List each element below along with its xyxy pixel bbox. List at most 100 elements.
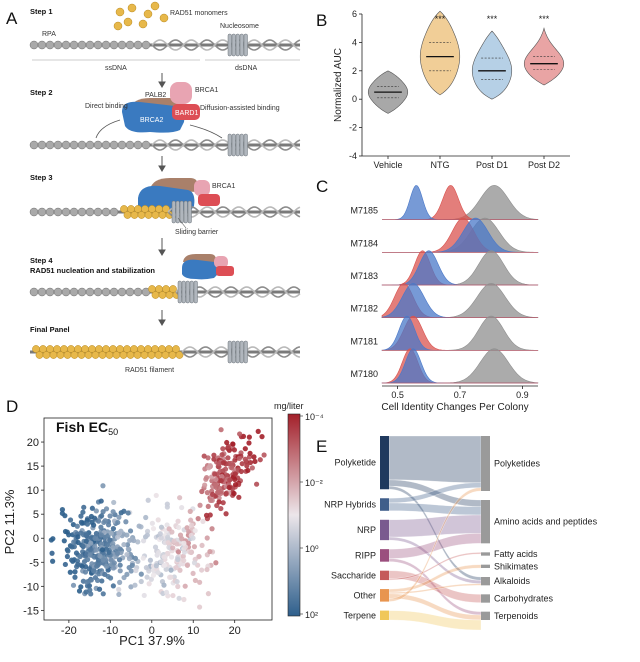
- scatter-point: [121, 508, 127, 514]
- scatter-point: [201, 453, 207, 459]
- sankey-left-label: NRP: [357, 525, 376, 535]
- scatter-point: [254, 481, 260, 487]
- nucleosome-disc: [181, 280, 186, 304]
- nucleosome-disc: [179, 200, 184, 224]
- scatter-point: [168, 554, 175, 560]
- scatter-point: [78, 584, 84, 590]
- scatter-point: [89, 519, 95, 525]
- colorbar-tick-label: 10²: [305, 610, 318, 620]
- scatter-point: [75, 561, 81, 568]
- scatter-point: [102, 571, 108, 577]
- scatter-point: [220, 446, 226, 452]
- rpa-bead: [93, 287, 103, 297]
- scatter-point: [93, 547, 100, 553]
- rad51-bead: [162, 205, 170, 213]
- final-panel-title: Final Panel: [30, 325, 70, 334]
- sankey-right-label: Shikimates: [494, 561, 539, 571]
- scatter-point: [177, 567, 183, 573]
- scatter-point: [115, 519, 121, 526]
- rpa-bead: [133, 287, 143, 297]
- scatter-point: [158, 535, 164, 541]
- nucleosome-disc: [239, 340, 244, 364]
- scatter-point: [232, 471, 238, 477]
- scatter-ytick-label: 20: [27, 437, 39, 449]
- scatter-point: [205, 503, 211, 510]
- violin-body: [419, 10, 461, 96]
- scatter-point: [153, 492, 159, 499]
- brca1-shape-step3: [194, 180, 210, 196]
- direct-binding-label: Direct binding: [85, 103, 128, 110]
- rpa-bead: [133, 40, 143, 50]
- nucleosome-disc: [185, 280, 190, 304]
- scatter-point: [165, 551, 171, 557]
- scatter-point: [157, 531, 163, 537]
- scatter-point: [110, 583, 116, 589]
- scatter-point: [50, 536, 56, 542]
- scatter-point: [110, 545, 116, 551]
- brca1-label-step2: BRCA1: [195, 87, 218, 94]
- scatter-point: [208, 497, 214, 504]
- scatter-point: [100, 509, 106, 515]
- ridgeline-plot: M7185 M7184 M7183 M7182 M7181 M7180 0.5 0.7 0.9: [350, 185, 539, 400]
- scatter-point: [126, 556, 133, 562]
- scatter-point: [108, 530, 114, 536]
- ridge-row-label: M7183: [350, 271, 378, 281]
- scatter-point: [181, 540, 187, 546]
- scatter-point: [50, 558, 56, 564]
- panel-b-label: B: [316, 11, 327, 30]
- scatter-point: [228, 460, 234, 466]
- rpa-bead: [125, 287, 135, 297]
- scatter-point: [176, 524, 182, 531]
- panel-e-label: E: [316, 437, 327, 456]
- scatter-point: [144, 574, 150, 580]
- panel-d-label: D: [6, 397, 18, 416]
- scatter-point: [123, 519, 129, 525]
- scatter-point: [211, 456, 217, 462]
- dna-strand-step3: [29, 200, 301, 224]
- rpa-bead: [77, 207, 87, 217]
- scatter-point: [237, 431, 243, 437]
- scatter-point: [251, 454, 257, 460]
- scatter-point: [199, 567, 205, 573]
- scatter-point: [225, 443, 232, 450]
- scatter-point: [177, 532, 184, 538]
- scatter-point: [207, 462, 213, 469]
- sliding-barrier-label: Sliding barrier: [175, 229, 219, 236]
- scatter-point: [87, 552, 93, 558]
- scatter-point: [216, 461, 222, 467]
- violin-significance: ***: [487, 14, 498, 24]
- scatter-point: [163, 589, 170, 596]
- scatter-point: [152, 544, 159, 550]
- ridge-density: [382, 250, 539, 286]
- scatter-point: [195, 516, 201, 522]
- panel-d: D -20 -10 0 10 20 -15 -10 -5 0 5 10 15 20 10⁻⁴ 10⁻² 10⁰…: [2, 397, 324, 648]
- step4-subtitle: RAD51 nucleation and stabilization: [30, 266, 155, 275]
- rpa-bead: [77, 287, 87, 297]
- scatter-point: [88, 577, 94, 583]
- scatter-point: [99, 547, 106, 553]
- dsdna-label: dsDNA: [235, 65, 258, 72]
- nucleosome-disc: [227, 133, 232, 157]
- scatter-point: [144, 532, 150, 538]
- nucleosome-disc: [189, 280, 194, 304]
- rpa-bead: [37, 207, 47, 217]
- scatter-point: [184, 562, 190, 568]
- scatter-xtick-label: -20: [61, 625, 77, 637]
- ridge-xtick-label: 0.5: [391, 390, 404, 400]
- scatter-point: [204, 566, 210, 573]
- scatter-point: [99, 513, 105, 519]
- protein-complex-step4: [182, 254, 234, 280]
- rad51-bead: [175, 351, 184, 359]
- scatter-point: [84, 579, 90, 585]
- sankey-left-node: [380, 436, 389, 490]
- scatter-point: [200, 518, 206, 525]
- rpa-bead: [45, 287, 55, 297]
- scatter-point: [204, 474, 210, 481]
- rpa-bead: [45, 207, 55, 217]
- scatter-point: [239, 461, 245, 467]
- scatter-point: [231, 490, 237, 497]
- sankey-diagram: Polyketide NRP Hybrids NRP RIPP Saccharide Ot…: [324, 435, 598, 631]
- scatter-xtick-label: 20: [229, 625, 241, 637]
- scatter-point: [65, 548, 71, 554]
- rpa-bead: [125, 40, 135, 50]
